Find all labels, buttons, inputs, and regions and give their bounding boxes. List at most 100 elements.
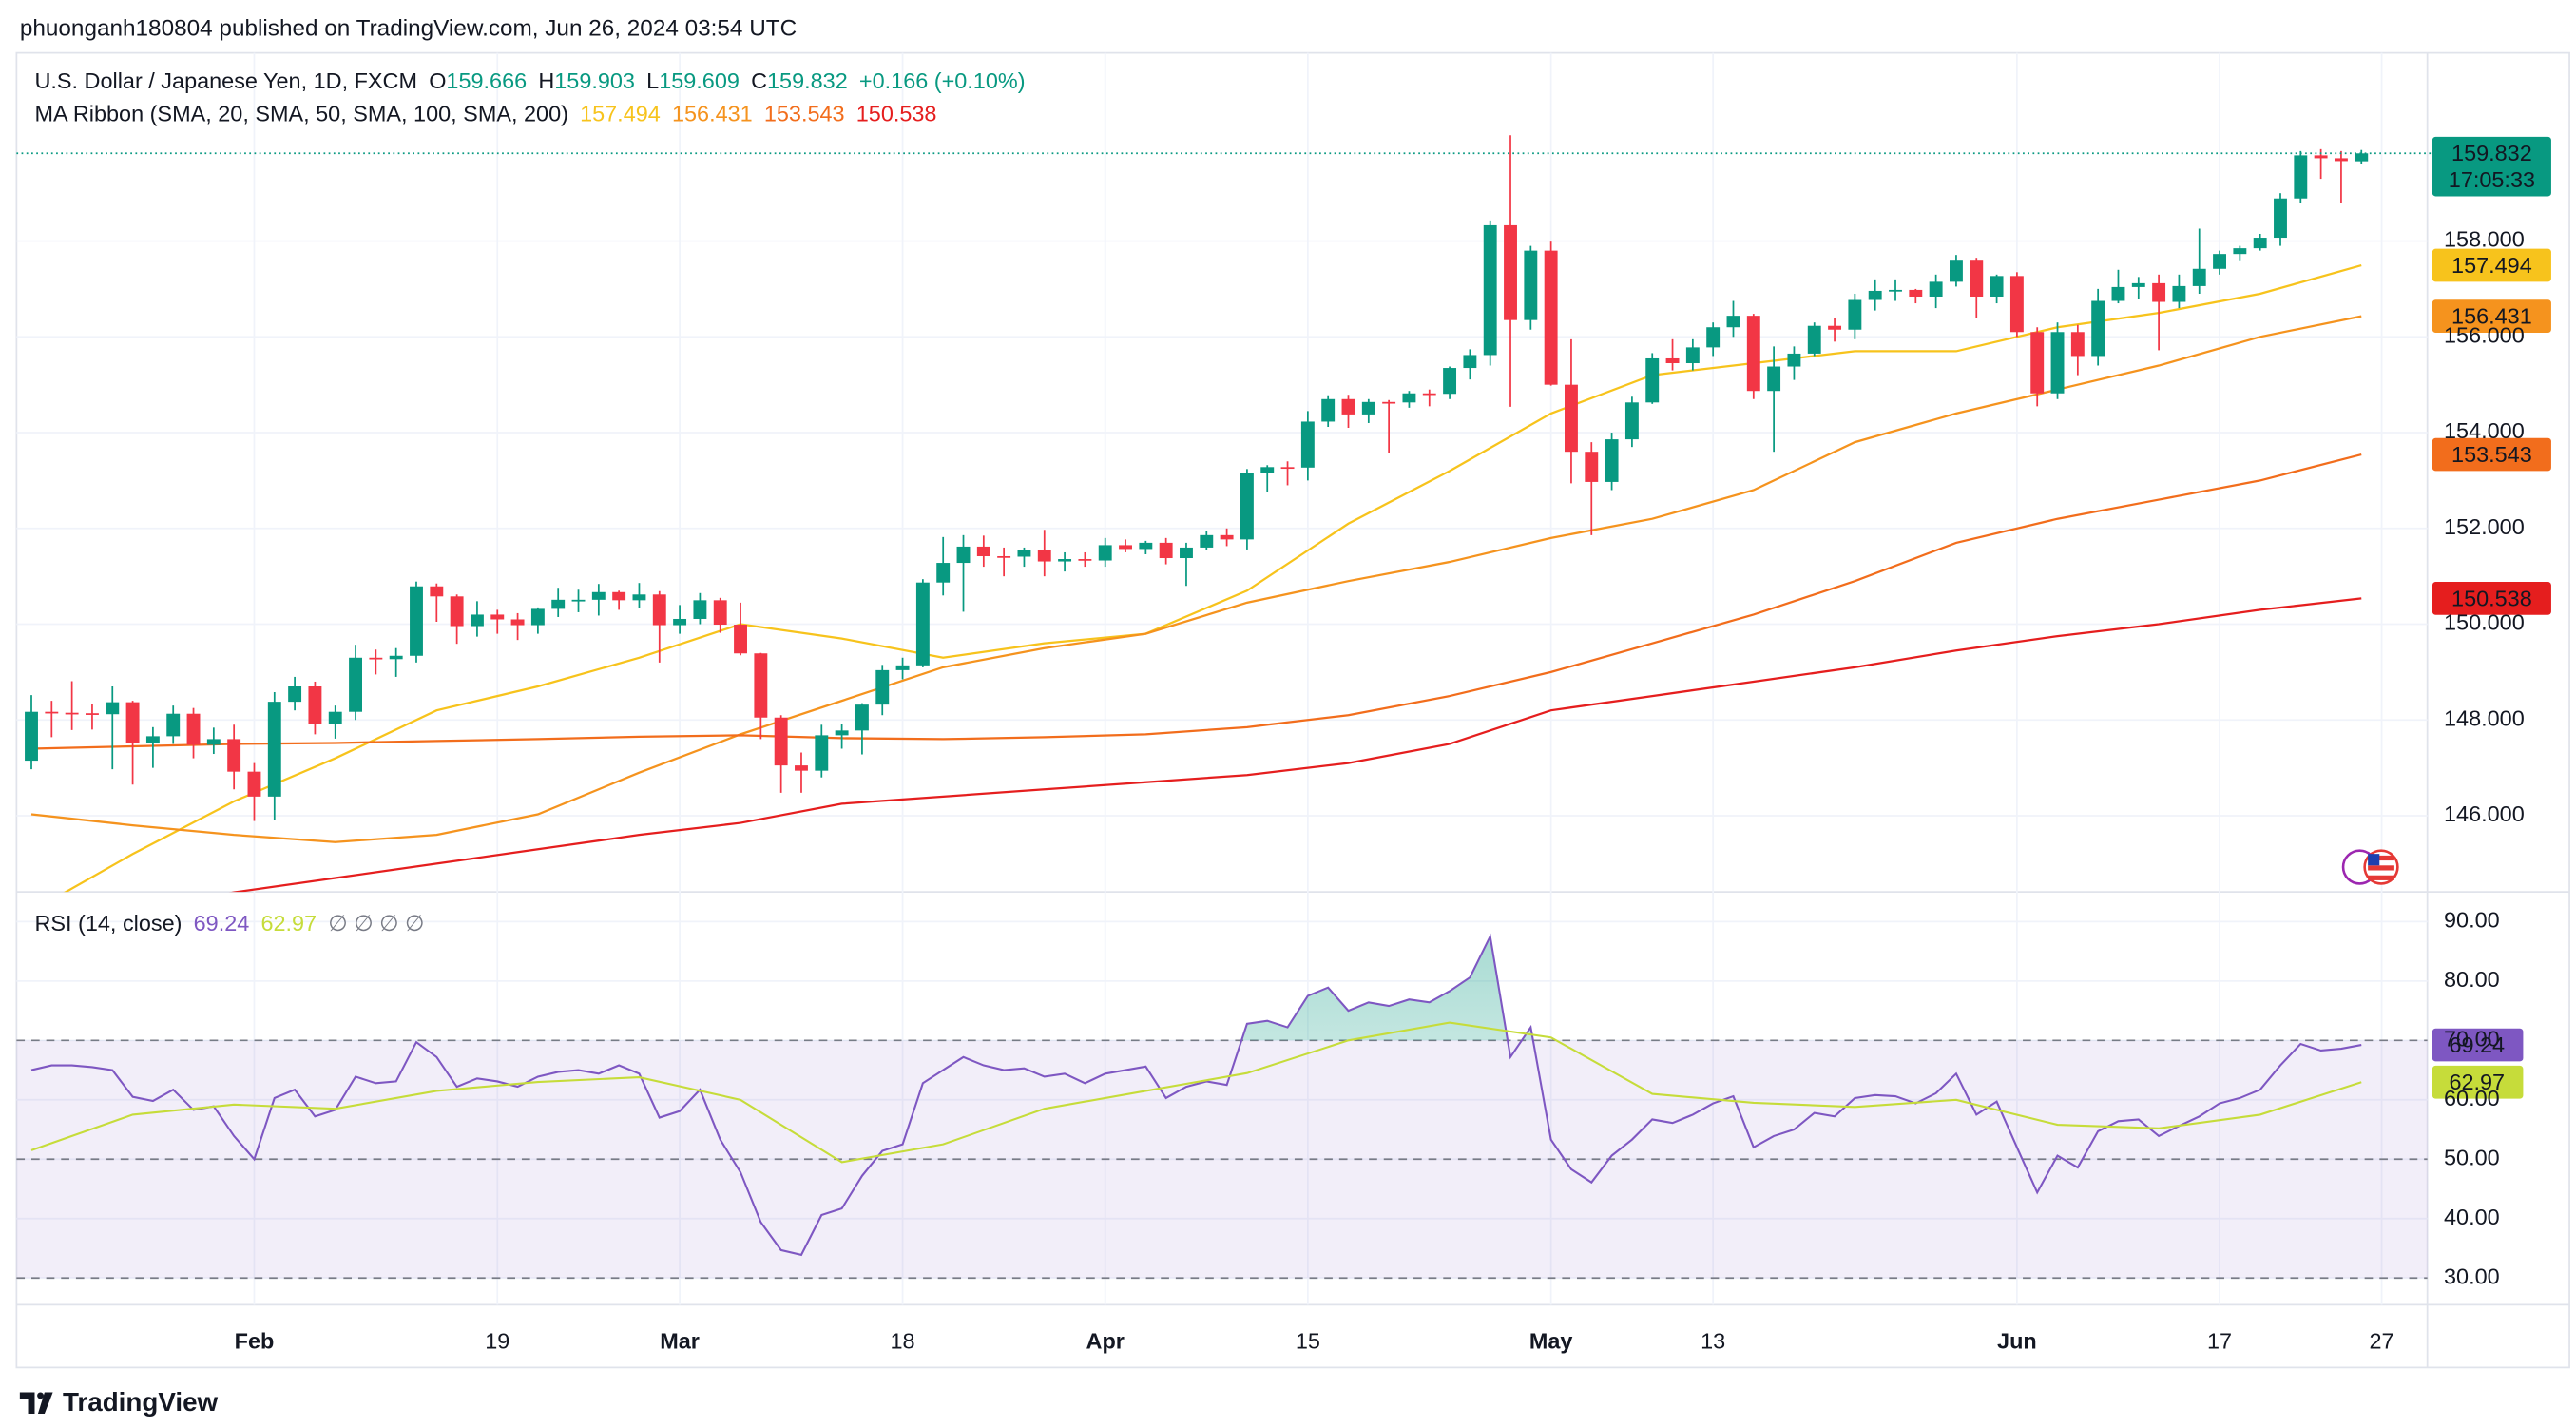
- candle-body: [1605, 439, 1619, 482]
- x-tick-label: Mar: [660, 1329, 700, 1354]
- candle-body: [835, 730, 849, 736]
- candle-body: [1463, 355, 1477, 369]
- candle-body: [530, 608, 545, 626]
- ma-line: [30, 453, 2362, 750]
- x-tick-label: May: [1529, 1329, 1573, 1354]
- x-tick-label: 19: [485, 1329, 509, 1354]
- candle-body: [915, 582, 930, 666]
- candle-body: [1524, 250, 1538, 320]
- rsi-tag-label: 69.24: [2449, 1032, 2505, 1057]
- candle-body: [795, 765, 808, 771]
- candle-body: [673, 618, 687, 626]
- candle-body: [2131, 282, 2145, 287]
- candle-body: [1300, 421, 1315, 468]
- ohlc-letter: C: [751, 68, 767, 93]
- candle-body: [2009, 276, 2024, 333]
- candle-body: [2192, 268, 2206, 286]
- ma-legend: MA Ribbon (SMA, 20, SMA, 50, SMA, 100, S…: [34, 102, 936, 126]
- x-tick-label: Jun: [1997, 1329, 2037, 1354]
- candle-body: [410, 586, 423, 656]
- x-tick-label: 17: [2207, 1329, 2232, 1354]
- rsi-tick-label: 60.00: [2444, 1086, 2500, 1110]
- ohlc-value: 159.609: [659, 68, 740, 93]
- ohlc-value: 159.666: [446, 68, 527, 93]
- candle-body: [1828, 325, 1842, 330]
- candle-body: [2253, 238, 2267, 249]
- candle-body: [1200, 534, 1214, 548]
- ma-legend-title: MA Ribbon (SMA, 20, SMA, 50, SMA, 100, S…: [34, 102, 567, 126]
- candle-body: [976, 546, 990, 556]
- candle-body: [855, 704, 869, 731]
- candle-body: [956, 546, 971, 564]
- tags: 157.494 156.431 153.543 150.538 159.83217:05…: [2432, 136, 2551, 1099]
- candle-body: [936, 563, 951, 583]
- candle-body: [997, 555, 1011, 558]
- candle-body: [1746, 316, 1760, 392]
- rsi-tick-label: 90.00: [2444, 908, 2500, 933]
- x-tick-label: 13: [1701, 1329, 1725, 1354]
- candle-body: [1240, 473, 1254, 540]
- ma-line: [30, 315, 2362, 843]
- ma-tag-label: 156.431: [2451, 304, 2532, 329]
- candle-body: [1180, 547, 1193, 559]
- candle-body: [349, 657, 362, 712]
- candle-body: [1950, 260, 1963, 282]
- candle-body: [2030, 332, 2045, 394]
- candle-body: [1402, 393, 1416, 403]
- ma-tag: [2432, 582, 2551, 615]
- rsi-legend-value: 62.97: [260, 911, 317, 936]
- candle-body: [1341, 398, 1355, 415]
- candle-body: [2334, 158, 2348, 162]
- candle-body: [1119, 545, 1132, 550]
- candle-body: [490, 614, 505, 620]
- candle-body: [470, 614, 484, 627]
- ma-tag-label: 153.543: [2451, 442, 2532, 467]
- candle-body: [1443, 368, 1457, 395]
- candle-body: [1098, 545, 1112, 561]
- ma-tag: [2432, 299, 2551, 333]
- candle-body: [1909, 289, 1923, 297]
- candle-body: [693, 600, 707, 619]
- flag-icon: [2341, 849, 2399, 885]
- candle-body: [2050, 332, 2065, 394]
- grid: [16, 52, 2428, 1305]
- rsi-tick-label: 50.00: [2444, 1145, 2500, 1169]
- ma-legend-value: 153.543: [764, 102, 845, 126]
- candle-body: [612, 591, 626, 601]
- symbol-title: U.S. Dollar / Japanese Yen, 1D, FXCM: [34, 68, 417, 93]
- ma-line: [64, 263, 2362, 893]
- ohlc-value: 159.903: [554, 68, 635, 93]
- candle-body: [267, 702, 281, 797]
- ma-legend-value: 157.494: [580, 102, 661, 126]
- candle-body: [450, 596, 464, 627]
- rsi-tick-label: 80.00: [2444, 967, 2500, 992]
- candle-body: [1382, 401, 1396, 404]
- ohlc-letter: H: [538, 68, 554, 93]
- ma-tag: [2432, 248, 2551, 282]
- candle-body: [1624, 402, 1639, 440]
- candle-body: [1889, 289, 1902, 292]
- candle-body: [510, 619, 525, 626]
- candle-body: [166, 713, 181, 737]
- candle-body: [1645, 357, 1660, 403]
- candle-body: [1321, 398, 1336, 422]
- rsi-tag: [2432, 1065, 2524, 1099]
- candle-body: [2213, 254, 2226, 269]
- ma-tag: [2432, 437, 2551, 472]
- candle-body: [2111, 286, 2125, 301]
- candle-body: [2152, 282, 2166, 302]
- candle-body: [2274, 198, 2287, 239]
- candle-body: [288, 686, 302, 703]
- candle-body: [754, 653, 768, 718]
- candle-body: [652, 594, 666, 626]
- marks: [16, 135, 2432, 1257]
- rsi-legend-value: 69.24: [194, 911, 250, 936]
- candle-body: [2233, 248, 2247, 255]
- candle-body: [1483, 224, 1497, 356]
- candle-body: [206, 739, 221, 745]
- price-tag-label: 159.832: [2451, 141, 2532, 165]
- candle-body: [1848, 299, 1862, 330]
- candle-body: [430, 586, 444, 597]
